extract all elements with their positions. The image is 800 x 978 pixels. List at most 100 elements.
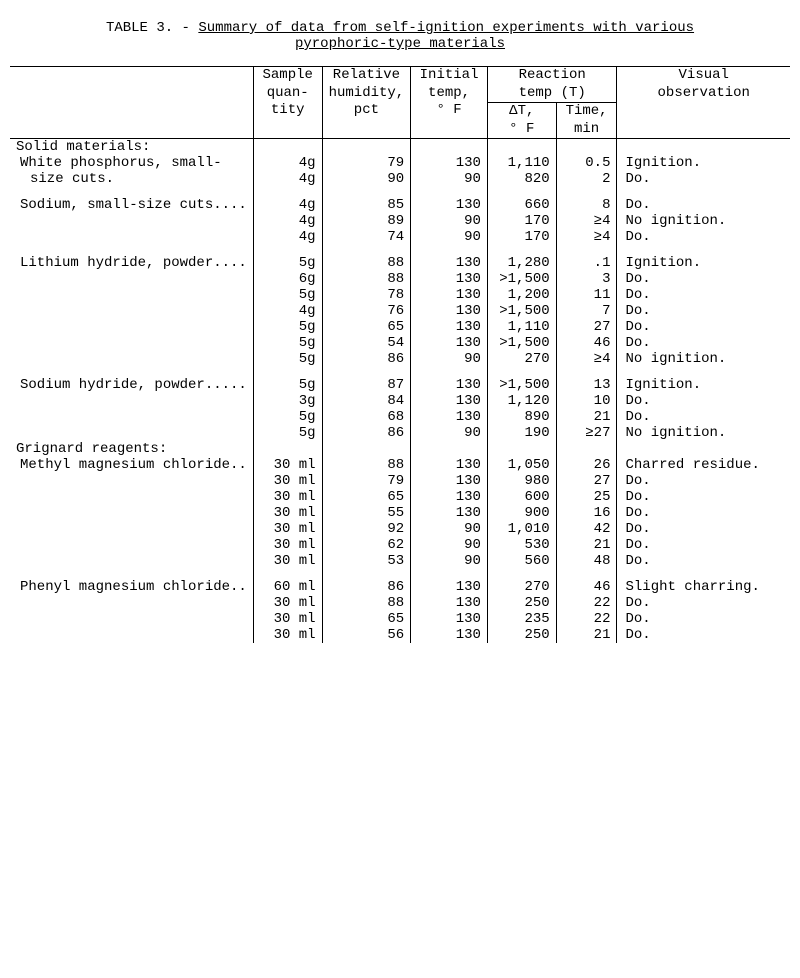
hdr-it-2: ° F bbox=[436, 102, 461, 118]
table-cell bbox=[487, 138, 556, 155]
col-sample: Sample quan- tity bbox=[253, 67, 322, 139]
table-cell bbox=[411, 569, 488, 579]
table-cell bbox=[253, 569, 322, 579]
material-name-cont bbox=[10, 319, 253, 335]
table-cell bbox=[322, 138, 411, 155]
table-cell: 130 bbox=[411, 155, 488, 171]
table-cell: 76 bbox=[322, 303, 411, 319]
table-cell: 92 bbox=[322, 521, 411, 537]
table-cell: 26 bbox=[556, 457, 617, 473]
table-cell: 11 bbox=[556, 287, 617, 303]
table-cell: 3g bbox=[253, 393, 322, 409]
table-cell: 30 ml bbox=[253, 473, 322, 489]
table-cell: 0.5 bbox=[556, 155, 617, 171]
table-cell: 68 bbox=[322, 409, 411, 425]
table-cell: 8 bbox=[556, 197, 617, 213]
table-cell: 78 bbox=[322, 287, 411, 303]
table-cell: 5g bbox=[253, 377, 322, 393]
hdr-rh-0: Relative bbox=[333, 67, 400, 83]
hdr-it-0: Initial bbox=[420, 67, 479, 83]
table-cell: Do. bbox=[617, 271, 790, 287]
table-cell: 27 bbox=[556, 319, 617, 335]
table-cell bbox=[556, 367, 617, 377]
hdr-dt-0: ΔT, bbox=[509, 103, 534, 119]
table-cell: 21 bbox=[556, 409, 617, 425]
table-cell: Do. bbox=[617, 409, 790, 425]
table-cell: 30 ml bbox=[253, 553, 322, 569]
table-cell: Do. bbox=[617, 171, 790, 187]
table-cell: 30 ml bbox=[253, 521, 322, 537]
table-cell: 130 bbox=[411, 303, 488, 319]
hdr-sample-2: tity bbox=[271, 102, 305, 118]
table-cell: 30 ml bbox=[253, 457, 322, 473]
table-cell: 90 bbox=[411, 213, 488, 229]
material-name-cont bbox=[10, 553, 253, 569]
table-cell bbox=[487, 569, 556, 579]
col-reaction-group: Reaction temp (T) bbox=[487, 67, 617, 103]
table-cell: 130 bbox=[411, 255, 488, 271]
hdr-time-0: Time, bbox=[566, 103, 608, 119]
table-cell: 130 bbox=[411, 505, 488, 521]
table-cell: 25 bbox=[556, 489, 617, 505]
material-name-cont bbox=[10, 473, 253, 489]
table-cell bbox=[617, 187, 790, 197]
col-humidity: Relative humidity, pct bbox=[322, 67, 411, 139]
table-cell bbox=[253, 187, 322, 197]
table-cell: 130 bbox=[411, 457, 488, 473]
table-cell bbox=[322, 245, 411, 255]
hdr-sample-1: quan- bbox=[267, 85, 309, 101]
material-name: Lithium hydride, powder.... bbox=[10, 255, 253, 271]
table-cell: 16 bbox=[556, 505, 617, 521]
table-cell: Do. bbox=[617, 335, 790, 351]
table-cell: 1,050 bbox=[487, 457, 556, 473]
material-name-cont bbox=[10, 393, 253, 409]
table-cell: 130 bbox=[411, 319, 488, 335]
table-cell bbox=[617, 367, 790, 377]
table-cell: 65 bbox=[322, 611, 411, 627]
material-name-cont bbox=[10, 271, 253, 287]
table-cell: Do. bbox=[617, 521, 790, 537]
table-cell: Do. bbox=[617, 303, 790, 319]
table-cell: 86 bbox=[322, 579, 411, 595]
table-cell: 65 bbox=[322, 319, 411, 335]
table-cell: 1,110 bbox=[487, 155, 556, 171]
table-cell: 130 bbox=[411, 489, 488, 505]
table-cell: 88 bbox=[322, 255, 411, 271]
material-name-cont bbox=[10, 213, 253, 229]
table-cell: Do. bbox=[617, 319, 790, 335]
table-cell: 27 bbox=[556, 473, 617, 489]
hdr-rh-2: pct bbox=[354, 102, 379, 118]
table-cell bbox=[322, 367, 411, 377]
table-cell bbox=[411, 138, 488, 155]
spacer-cell bbox=[10, 187, 253, 197]
table-cell: 130 bbox=[411, 271, 488, 287]
table-cell bbox=[411, 441, 488, 457]
table-cell: 4g bbox=[253, 229, 322, 245]
table-cell: ≥27 bbox=[556, 425, 617, 441]
material-name: Phenyl magnesium chloride.. bbox=[10, 579, 253, 595]
table-cell: No ignition. bbox=[617, 351, 790, 367]
table-cell: 86 bbox=[322, 351, 411, 367]
col-initial-temp: Initial temp, ° F bbox=[411, 67, 488, 139]
table-cell: Do. bbox=[617, 505, 790, 521]
hdr-dt-1: ° F bbox=[509, 121, 534, 137]
table-cell: 5g bbox=[253, 319, 322, 335]
table-cell: Do. bbox=[617, 287, 790, 303]
table-cell: 900 bbox=[487, 505, 556, 521]
table-cell: 660 bbox=[487, 197, 556, 213]
material-name-cont bbox=[10, 351, 253, 367]
table-cell: Do. bbox=[617, 197, 790, 213]
table-cell: ≥4 bbox=[556, 229, 617, 245]
table-cell bbox=[556, 245, 617, 255]
table-cell: 88 bbox=[322, 457, 411, 473]
table-cell: 5g bbox=[253, 425, 322, 441]
table-cell: 130 bbox=[411, 335, 488, 351]
table-cell: 90 bbox=[411, 171, 488, 187]
table-cell: 90 bbox=[411, 521, 488, 537]
table-cell bbox=[322, 441, 411, 457]
material-name-cont bbox=[10, 595, 253, 611]
table-cell: 890 bbox=[487, 409, 556, 425]
table-cell bbox=[487, 187, 556, 197]
table-cell: 48 bbox=[556, 553, 617, 569]
material-name-cont bbox=[10, 627, 253, 643]
